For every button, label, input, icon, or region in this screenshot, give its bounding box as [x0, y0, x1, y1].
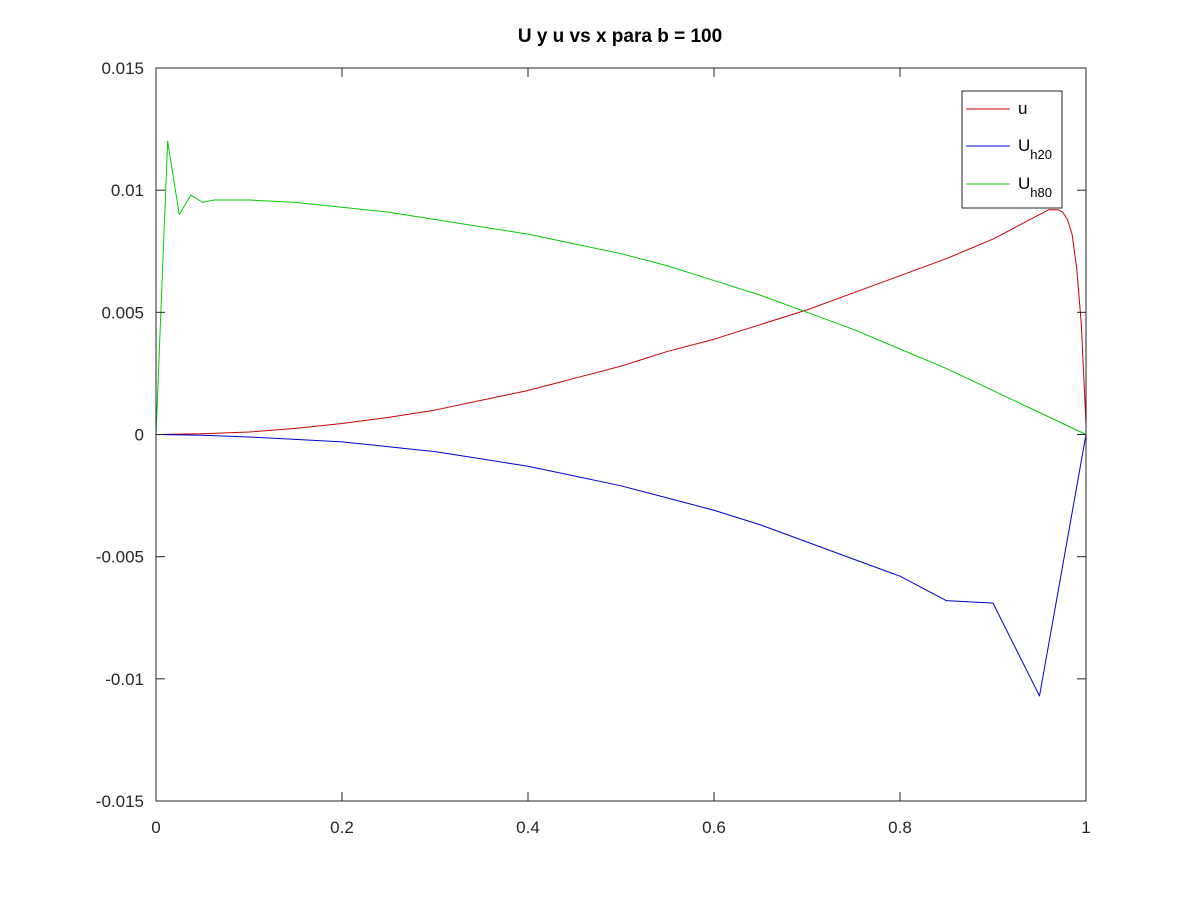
legend-label-sub: h20 [1030, 147, 1052, 162]
x-tick-label: 0.2 [330, 818, 354, 837]
series-line-u [155, 209, 1087, 435]
x-tick-label: 0.8 [888, 818, 912, 837]
legend-label-main: U [1018, 174, 1030, 193]
y-tick-label: 0.015 [101, 59, 144, 78]
x-tick-label: 0 [151, 818, 160, 837]
legend-label-main: U [1018, 136, 1030, 155]
y-tick-label: 0.01 [111, 181, 144, 200]
legend-label: Uh80 [1018, 174, 1052, 200]
y-tick-label: 0 [135, 426, 144, 445]
y-tick-label: -0.015 [96, 792, 144, 811]
chart-title: U y u vs x para b = 100 [518, 26, 722, 47]
y-tick-label: -0.005 [96, 548, 144, 567]
legend-label: Uh20 [1018, 136, 1052, 162]
legend-label: u [1018, 99, 1027, 118]
series-line-u-h80 [155, 140, 1087, 435]
plot-area [156, 68, 1086, 801]
y-tick-label: 0.005 [101, 303, 144, 322]
legend-label-main: u [1018, 99, 1027, 118]
x-tick-label: 0.4 [516, 818, 540, 837]
x-tick-label: 1 [1081, 818, 1090, 837]
series-layer [155, 140, 1087, 697]
ticks-layer: 0 0.2 0.4 0.6 0.8 1 -0.015 -0.01 -0.005 0 0.005 0.0… [96, 59, 1091, 837]
series-line-u-h20 [155, 434, 1087, 697]
x-tick-label: 0.6 [702, 818, 726, 837]
legend-label-sub: h80 [1030, 185, 1052, 200]
legend-box [961, 90, 1063, 209]
y-tick-label: -0.01 [105, 670, 144, 689]
